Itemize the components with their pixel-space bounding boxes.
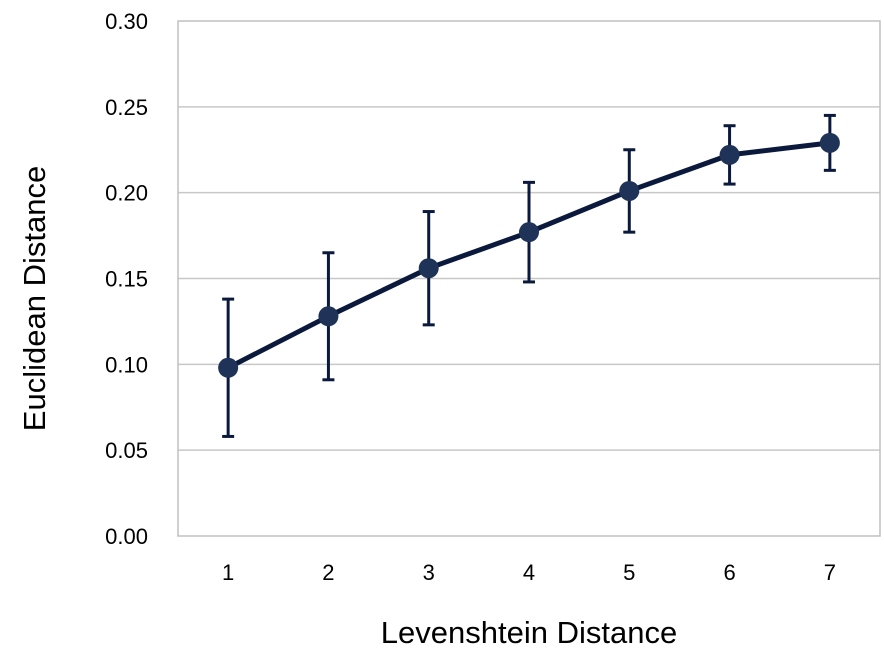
x-tick-label: 1 — [222, 560, 234, 585]
x-tick-labels: 1 2 3 4 5 6 7 — [222, 560, 836, 585]
x-tick-label: 3 — [423, 560, 435, 585]
x-tick-label: 6 — [723, 560, 735, 585]
y-axis-title: Euclidean Distance — [17, 166, 52, 431]
y-tick-label: 0.15 — [105, 267, 148, 292]
y-tick-label: 0.25 — [105, 95, 148, 120]
data-point — [819, 132, 840, 153]
x-axis-title: Levenshtein Distance — [381, 615, 677, 649]
y-tick-label: 0.20 — [105, 181, 148, 206]
y-tick-label: 0.00 — [105, 524, 148, 549]
x-tick-label: 2 — [322, 560, 334, 585]
plot-area-frame — [177, 20, 881, 537]
data-point — [218, 357, 239, 378]
x-tick-label: 5 — [623, 560, 635, 585]
x-tick-label: 4 — [523, 560, 535, 585]
data-point — [719, 144, 740, 165]
data-point — [418, 258, 439, 279]
data-point — [318, 306, 339, 327]
y-tick-label: 0.30 — [105, 9, 148, 34]
data-point — [619, 180, 640, 201]
y-tick-label: 0.10 — [105, 352, 148, 377]
y-tick-label: 0.05 — [105, 438, 148, 463]
y-tick-labels: 0.00 0.05 0.10 0.15 0.20 0.25 0.30 — [105, 9, 148, 549]
data-markers — [218, 132, 840, 378]
data-point — [519, 222, 539, 243]
error-bars — [222, 113, 836, 438]
x-tick-label: 7 — [824, 560, 836, 585]
